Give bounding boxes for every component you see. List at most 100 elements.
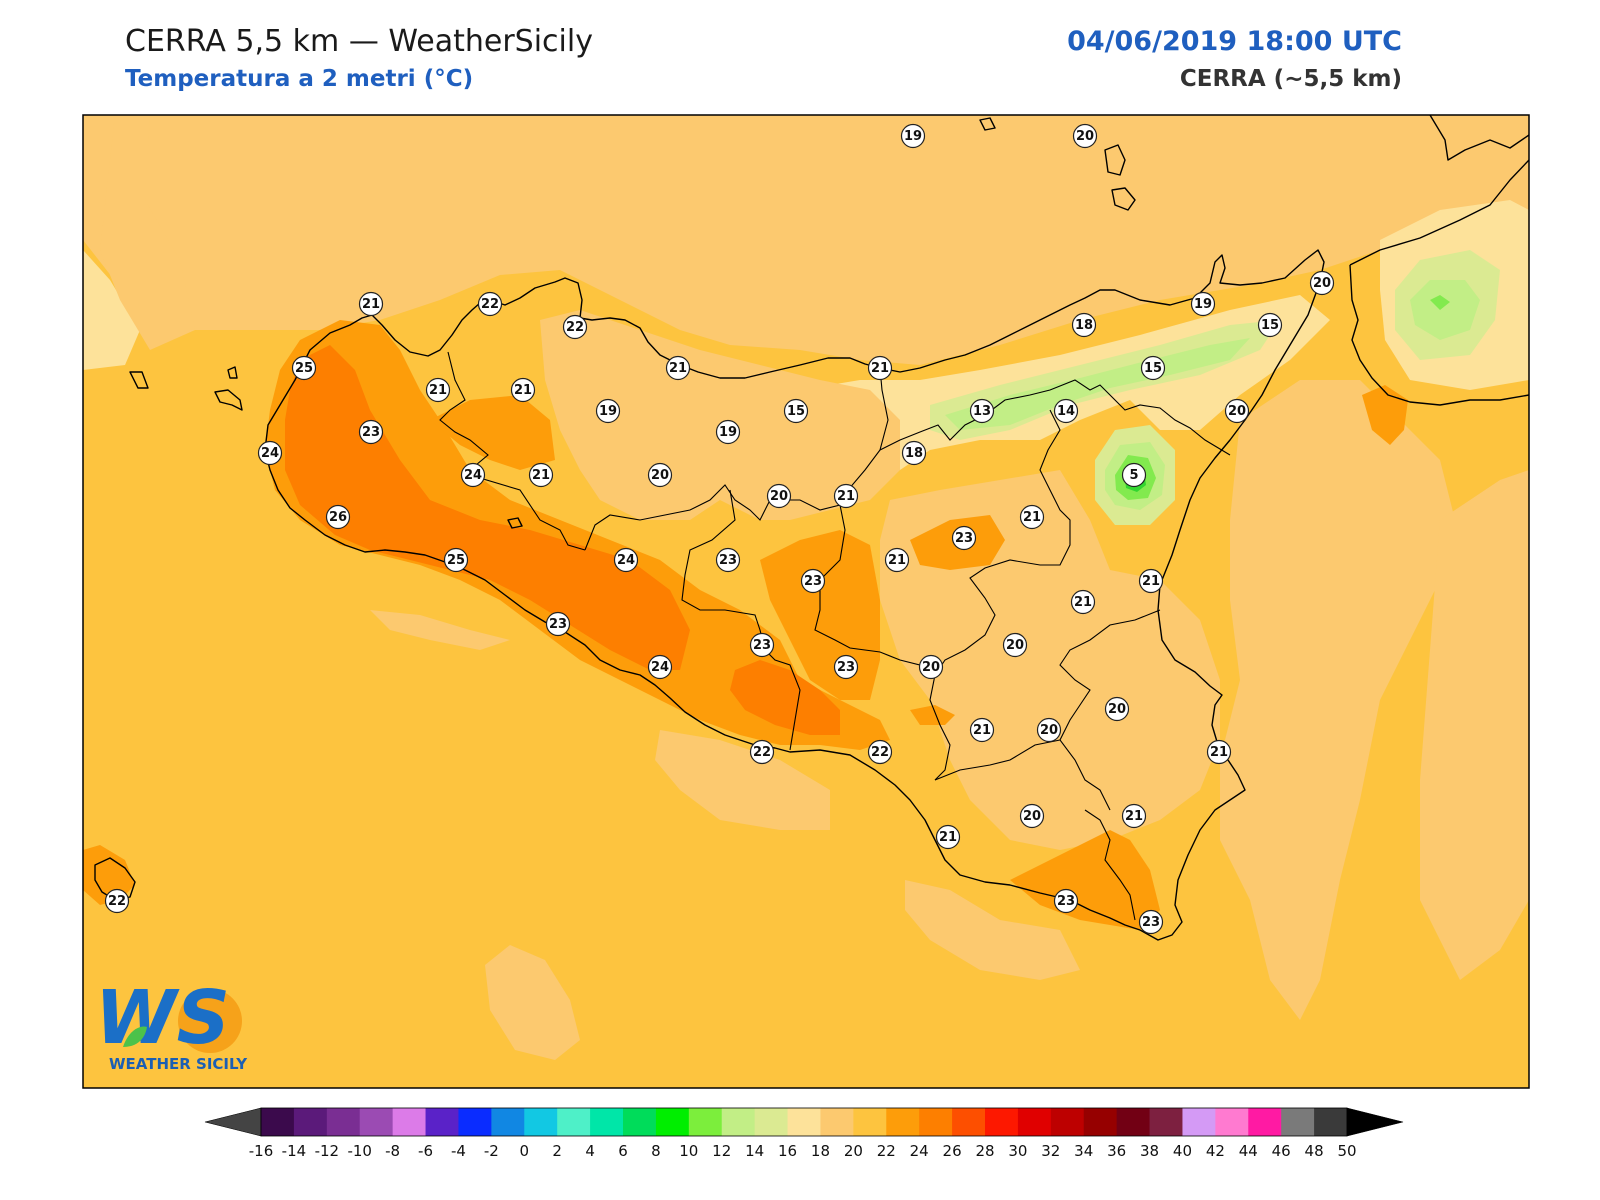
station-label: 24 xyxy=(613,547,639,573)
station-marker xyxy=(358,419,384,445)
field-west-sea-20 xyxy=(100,115,195,350)
colorbar-cell xyxy=(1149,1108,1183,1136)
colorbar-tick-label: 16 xyxy=(778,1142,797,1160)
station-marker xyxy=(1190,291,1216,317)
colorbar-cell xyxy=(1314,1108,1348,1136)
station-label: 20 xyxy=(1019,803,1045,829)
station-value: 20 xyxy=(922,660,940,675)
station-label: 23 xyxy=(358,419,384,445)
colorbar-tick-label: 26 xyxy=(943,1142,962,1160)
station-marker xyxy=(951,525,977,551)
station-marker xyxy=(1138,568,1164,594)
colorbar-cell xyxy=(458,1108,492,1136)
colorbar-tick-label: 6 xyxy=(618,1142,628,1160)
station-label: 5 xyxy=(1121,462,1147,488)
station-value: 21 xyxy=(1210,745,1228,760)
station-marker xyxy=(665,355,691,381)
colorbar-cell xyxy=(293,1108,328,1136)
station-value: 13 xyxy=(973,404,991,419)
colorbar-tick-label: 22 xyxy=(877,1142,896,1160)
station-value: 15 xyxy=(1144,361,1162,376)
station-marker xyxy=(1257,312,1283,338)
colorbar-cell xyxy=(425,1108,459,1136)
province-borders xyxy=(439,351,1231,921)
border-tp-pa xyxy=(439,351,586,551)
colorbar-cell xyxy=(1281,1108,1315,1136)
station-marker xyxy=(766,483,792,509)
colorbar-tick-label: -4 xyxy=(451,1142,466,1160)
field-central-inland xyxy=(540,310,900,520)
station-label: 22 xyxy=(749,739,775,765)
station-marker xyxy=(460,462,486,488)
colorbar-cell xyxy=(787,1108,821,1136)
frame-border xyxy=(82,114,1530,1089)
colorbar-cell xyxy=(1215,1108,1249,1136)
station-label: 21 xyxy=(884,547,910,573)
station-marker xyxy=(1121,462,1147,488)
eolie-islands xyxy=(979,117,1136,211)
colorbar-tick-label: 18 xyxy=(811,1142,830,1160)
field-west-26 xyxy=(285,345,690,670)
station-marker xyxy=(783,398,809,424)
colorbar-tick-label: 30 xyxy=(1008,1142,1027,1160)
field-calabria-24 xyxy=(1362,385,1408,445)
station-label: 23 xyxy=(1138,909,1164,935)
station-value: 23 xyxy=(955,531,973,546)
station-marker xyxy=(477,291,503,317)
station-label: 21 xyxy=(358,291,384,317)
station-marker xyxy=(715,547,741,573)
station-marker xyxy=(1070,589,1096,615)
station-label: 19 xyxy=(900,123,926,149)
logo-leaf-icon xyxy=(123,1026,147,1047)
station-value: 20 xyxy=(1076,129,1094,144)
colorbar-tick-label: 20 xyxy=(844,1142,863,1160)
colorbar-cell xyxy=(491,1108,525,1136)
station-label: 21 xyxy=(969,717,995,743)
field-west-edge xyxy=(83,250,140,370)
station-label: 23 xyxy=(545,611,571,637)
station-value: 22 xyxy=(566,320,584,335)
station-marker xyxy=(1036,717,1062,743)
station-label: 23 xyxy=(715,547,741,573)
station-marker xyxy=(1019,803,1045,829)
station-value: 18 xyxy=(905,446,923,461)
station-marker xyxy=(749,739,775,765)
station-marker xyxy=(918,654,944,680)
egadi-islands xyxy=(129,366,243,411)
border-ct-sr xyxy=(1059,609,1161,811)
station-label: 21 xyxy=(528,462,554,488)
colorbar-cell xyxy=(688,1108,723,1136)
station-marker xyxy=(545,611,571,637)
station-label: 26 xyxy=(325,504,351,530)
station-marker xyxy=(867,739,893,765)
station-marker xyxy=(1053,888,1079,914)
station-marker xyxy=(358,291,384,317)
station-value: 23 xyxy=(837,660,855,675)
station-value: 21 xyxy=(1125,809,1143,824)
station-value: 20 xyxy=(1228,404,1246,419)
field-south-sea-20b xyxy=(905,880,1080,980)
colorbar-tick-label: 44 xyxy=(1239,1142,1258,1160)
station-value: 25 xyxy=(447,553,465,568)
station-label: 18 xyxy=(901,440,927,466)
station-marker xyxy=(1206,739,1232,765)
station-value: 15 xyxy=(787,404,805,419)
station-value: 24 xyxy=(651,660,669,675)
station-value: 21 xyxy=(429,383,447,398)
station-label: 24 xyxy=(257,440,283,466)
colorbar-cell xyxy=(1116,1108,1151,1136)
map-subtitle: Temperatura a 2 metri (°C) xyxy=(125,66,474,92)
station-value: 26 xyxy=(329,510,347,525)
station-value: 21 xyxy=(1142,574,1160,589)
station-value: 20 xyxy=(1108,702,1126,717)
station-marker xyxy=(257,440,283,466)
colorbar-tick-label: 4 xyxy=(585,1142,595,1160)
station-value: 21 xyxy=(837,489,855,504)
station-value: 5 xyxy=(1129,468,1138,483)
valid-datetime: 04/06/2019 18:00 UTC xyxy=(1067,26,1402,57)
station-label: 22 xyxy=(562,314,588,340)
station-marker xyxy=(900,123,926,149)
station-value: 21 xyxy=(1074,595,1092,610)
station-value: 22 xyxy=(108,894,126,909)
station-value: 23 xyxy=(549,617,567,632)
